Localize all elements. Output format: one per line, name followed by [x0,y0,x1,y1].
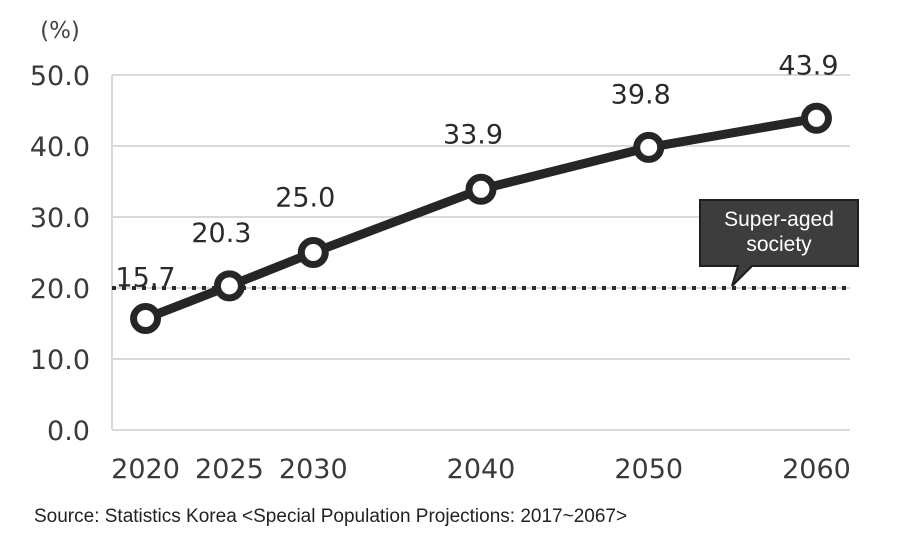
callout-text-line1: Super-aged [724,208,834,231]
y-tick-label: 30.0 [30,203,90,234]
data-point [213,270,245,302]
y-tick-label: 20.0 [30,274,90,305]
x-tick-label: 2025 [195,454,264,485]
source-note: Source: Statistics Korea <Special Popula… [34,506,628,527]
x-tick-label: 2040 [447,454,516,485]
data-label: 33.9 [443,119,503,150]
data-point [633,131,665,163]
data-point [297,237,329,268]
y-axis: 0.0 10.0 20.0 30.0 40.0 50.0 [30,61,113,447]
y-tick-label: 0.0 [47,416,90,447]
y-tick-label: 40.0 [30,132,90,163]
data-labels: 15.7 20.3 25.0 33.9 39.8 43.9 [115,50,838,293]
data-label: 39.8 [611,79,671,110]
super-aged-society-callout: Super-aged society [699,199,859,287]
x-tick-label: 2060 [782,454,851,485]
x-tick-label: 2020 [111,454,180,485]
y-unit-label: (%) [40,18,80,44]
data-points [130,102,832,335]
callout-box [699,199,859,287]
data-label: 25.0 [275,183,335,214]
data-point [465,173,497,205]
x-tick-label: 2030 [279,454,348,485]
data-label: 20.3 [191,218,251,249]
data-label: 43.9 [778,50,838,81]
data-point [800,102,832,134]
data-label: 15.7 [115,263,175,294]
y-tick-label: 50.0 [30,61,90,92]
y-tick-label: 10.0 [30,345,90,376]
callout-text-line2: society [746,233,812,256]
x-tick-label: 2050 [614,454,683,485]
data-point [130,303,162,335]
x-axis: 2020 2025 2030 2040 2050 2060 [111,429,851,485]
